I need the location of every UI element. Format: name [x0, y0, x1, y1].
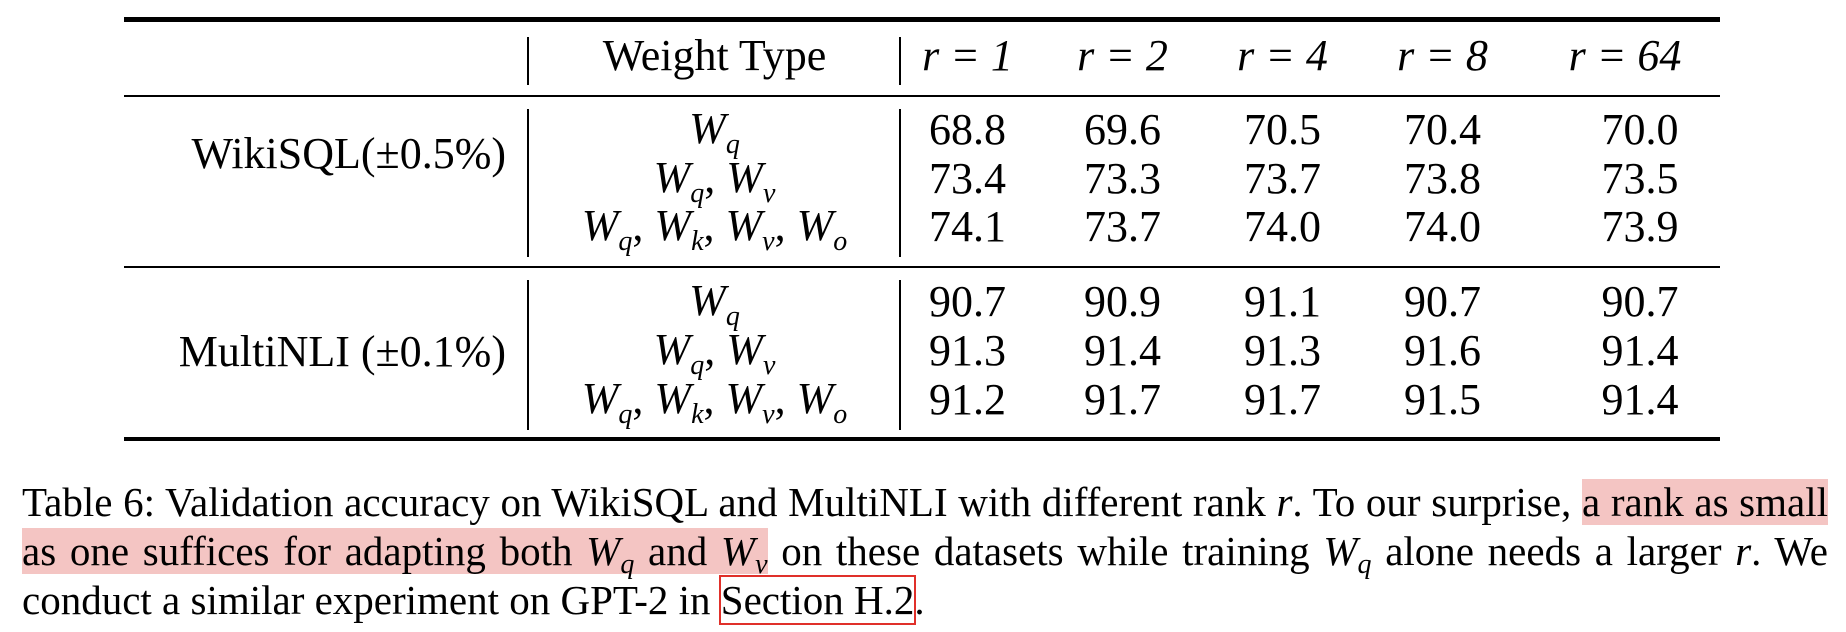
table-cell: 73.5 [1601, 154, 1679, 203]
dataset-label-multinli: MultiNLI (±0.1%) [178, 327, 506, 376]
table-cell: 91.6 [1404, 326, 1481, 375]
weight-type-cell: Wq, Wv [653, 153, 776, 209]
table-cell: 74.0 [1244, 202, 1321, 251]
table-cell: 69.6 [1084, 105, 1161, 154]
table-top-rule [124, 17, 1720, 22]
group2-divider-right [899, 280, 901, 430]
table-cell: 91.4 [1601, 375, 1679, 424]
table-cell: 91.3 [929, 326, 1006, 375]
header-divider-right [899, 37, 901, 85]
table-cell: 68.8 [929, 105, 1006, 154]
caption-text: Table 6: Validation accuracy on WikiSQL … [22, 479, 1277, 525]
table-cell: 73.4 [929, 154, 1006, 203]
table-cell: 90.7 [1601, 277, 1679, 326]
caption-math: r [1735, 528, 1752, 574]
weight-type-cell: Wq, Wk, Wv, Wo [581, 374, 848, 430]
table-cell: 70.0 [1601, 105, 1679, 154]
weight-type-cell: Wq [689, 276, 740, 332]
table-cell: 91.7 [1244, 375, 1321, 424]
dataset-label-wikisql: WikiSQL(±0.5%) [191, 129, 506, 178]
caption-math: r [1276, 479, 1293, 525]
table-cell: 91.5 [1404, 375, 1481, 424]
table-cell: 73.7 [1244, 154, 1321, 203]
header-rank-64: r = 64 [1568, 31, 1682, 80]
section-link[interactable]: Section H.2 [718, 575, 917, 625]
table-cell: 74.1 [929, 202, 1006, 251]
caption-text: . To our surprise, [1292, 479, 1582, 525]
table-cell: 90.7 [1404, 277, 1481, 326]
caption-text: . We conduct a similar experiment on GPT… [22, 528, 1828, 623]
table-cell: 73.8 [1404, 154, 1481, 203]
table-cell: 74.0 [1404, 202, 1481, 251]
table-cell: 91.1 [1244, 277, 1321, 326]
weight-type-cell: Wq [689, 104, 740, 160]
table-header-rule [124, 95, 1720, 97]
header-divider-left [527, 37, 529, 85]
table-cell: 91.3 [1244, 326, 1321, 375]
table-cell: 73.9 [1601, 202, 1679, 251]
table-cell: 91.4 [1084, 326, 1161, 375]
table-cell: 91.2 [929, 375, 1006, 424]
table-caption: Table 6: Validation accuracy on WikiSQL … [22, 479, 1829, 625]
group1-divider-right [899, 109, 901, 257]
header-weight-type: Weight Type [602, 31, 827, 80]
table-bottom-rule [124, 437, 1720, 441]
caption-text: alone needs a larger [1371, 528, 1736, 574]
header-rank-2: r = 2 [1077, 31, 1168, 80]
table-cell: 70.4 [1404, 105, 1481, 154]
table-cell: 91.7 [1084, 375, 1161, 424]
header-rank-4: r = 4 [1237, 31, 1328, 80]
table-cell: 90.7 [929, 277, 1006, 326]
header-rank-1: r = 1 [922, 31, 1013, 80]
table-cell: 90.9 [1084, 277, 1161, 326]
table-cell: 70.5 [1244, 105, 1321, 154]
table-cell: 73.3 [1084, 154, 1161, 203]
caption-text: on these datasets while training [767, 528, 1324, 574]
group2-divider-left [527, 280, 529, 430]
table-group-rule [124, 266, 1720, 268]
weight-type-cell: Wq, Wk, Wv, Wo [581, 201, 848, 257]
group1-divider-left [527, 109, 529, 257]
table-cell: 91.4 [1601, 326, 1679, 375]
caption-text: . [914, 577, 925, 623]
weight-type-cell: Wq, Wv [653, 325, 776, 381]
table-cell: 73.7 [1084, 202, 1161, 251]
header-rank-8: r = 8 [1397, 31, 1488, 80]
